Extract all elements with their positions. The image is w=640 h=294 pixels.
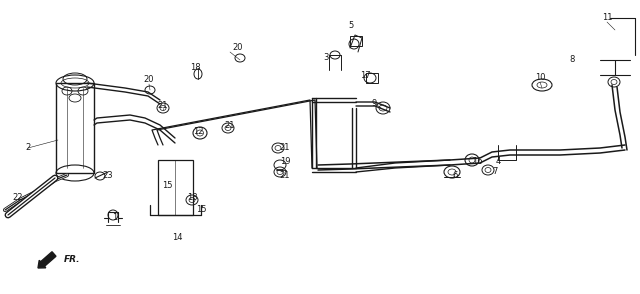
Text: 14: 14 xyxy=(172,233,182,241)
Text: 21: 21 xyxy=(280,171,291,180)
Text: 21: 21 xyxy=(157,101,168,111)
Text: 4: 4 xyxy=(495,156,500,166)
Text: 15: 15 xyxy=(162,181,172,190)
Bar xyxy=(56,83,94,173)
Bar xyxy=(366,73,378,83)
Text: 13: 13 xyxy=(187,193,197,203)
Text: FR.: FR. xyxy=(64,255,81,265)
Text: 7: 7 xyxy=(492,168,498,176)
Text: 20: 20 xyxy=(144,76,154,84)
Text: 17: 17 xyxy=(360,71,371,81)
Text: 9: 9 xyxy=(371,98,376,108)
Bar xyxy=(157,160,193,215)
Text: 19: 19 xyxy=(280,158,291,166)
Bar xyxy=(350,36,362,46)
Text: 11: 11 xyxy=(602,14,612,23)
Text: 21: 21 xyxy=(225,121,236,129)
Text: 1: 1 xyxy=(113,213,118,223)
Text: 3: 3 xyxy=(323,54,329,63)
Text: 21: 21 xyxy=(280,143,291,153)
Text: 8: 8 xyxy=(570,56,575,64)
Text: 12: 12 xyxy=(193,126,204,136)
Text: 10: 10 xyxy=(535,74,545,83)
Text: 6: 6 xyxy=(452,171,458,181)
Text: 20: 20 xyxy=(233,44,243,53)
Text: 15: 15 xyxy=(196,205,206,213)
Text: 22: 22 xyxy=(13,193,23,203)
Text: 18: 18 xyxy=(189,64,200,73)
Text: 16: 16 xyxy=(472,158,483,166)
Text: 5: 5 xyxy=(348,21,354,31)
FancyArrow shape xyxy=(38,252,56,268)
Text: 2: 2 xyxy=(26,143,31,153)
Text: 23: 23 xyxy=(102,171,113,180)
